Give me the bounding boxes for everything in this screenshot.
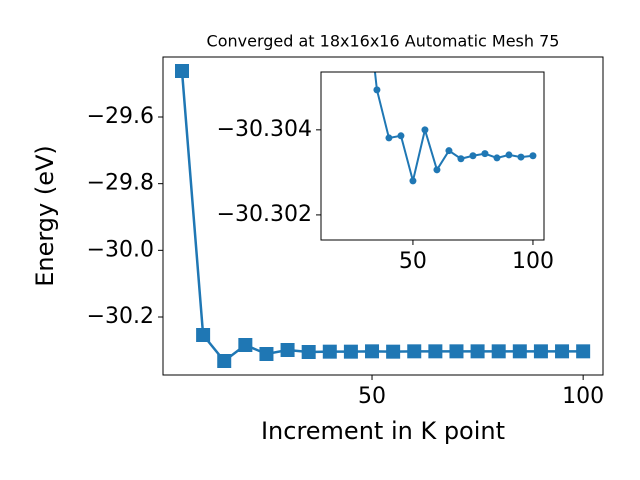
axes: 50 100 −30.302 −30.304 xyxy=(217,71,554,274)
data-point xyxy=(175,64,190,78)
data-point xyxy=(322,344,337,359)
x-tick-label: 50 xyxy=(399,249,427,274)
data-point xyxy=(533,344,548,359)
x-tick-label: 50 xyxy=(358,384,386,409)
data-point xyxy=(449,344,464,359)
data-point xyxy=(491,344,506,359)
data-point xyxy=(343,344,358,359)
chart-title: Converged at 18x16x16 Automatic Mesh 75 xyxy=(207,32,560,51)
data-point xyxy=(409,177,417,185)
y-tick-label: −30.0 xyxy=(87,237,154,262)
data-point xyxy=(397,132,405,140)
data-point xyxy=(529,152,537,160)
data-point xyxy=(365,344,380,359)
axes-frame xyxy=(320,71,545,241)
data-point xyxy=(469,152,477,160)
data-point xyxy=(470,344,485,359)
y-axis-label: Energy (eV) xyxy=(31,145,59,287)
y-tick-label: −29.8 xyxy=(87,171,154,196)
axes-frame xyxy=(162,56,604,376)
data-point xyxy=(407,344,422,359)
data-point xyxy=(301,345,316,359)
data-point xyxy=(457,155,465,163)
data-point xyxy=(428,344,443,359)
data-point xyxy=(481,150,489,158)
data-point xyxy=(196,328,211,342)
data-point xyxy=(433,166,441,174)
x-axis-label: Increment in K point xyxy=(261,417,505,445)
data-point xyxy=(493,154,501,162)
data-point xyxy=(386,344,401,359)
data-point xyxy=(373,86,381,94)
y-tick-label: −30.2 xyxy=(87,304,154,329)
data-point xyxy=(385,134,393,142)
x-tick-label: 100 xyxy=(562,384,604,409)
data-point xyxy=(217,354,232,368)
y-tick-label: −30.304 xyxy=(217,117,312,142)
data-point xyxy=(421,126,429,134)
plot-area xyxy=(373,72,537,185)
plot-area xyxy=(175,64,591,368)
x-tick-label: 100 xyxy=(512,249,554,274)
data-point xyxy=(238,338,253,352)
data-point xyxy=(505,151,513,159)
y-tick-label: −30.302 xyxy=(217,202,312,227)
data-point xyxy=(259,347,274,361)
data-point xyxy=(445,147,453,155)
data-point xyxy=(280,343,295,357)
y-tick-label: −29.6 xyxy=(87,104,154,129)
data-point xyxy=(517,153,525,161)
data-point xyxy=(555,344,570,359)
data-point xyxy=(512,344,527,359)
data-point xyxy=(576,344,591,359)
